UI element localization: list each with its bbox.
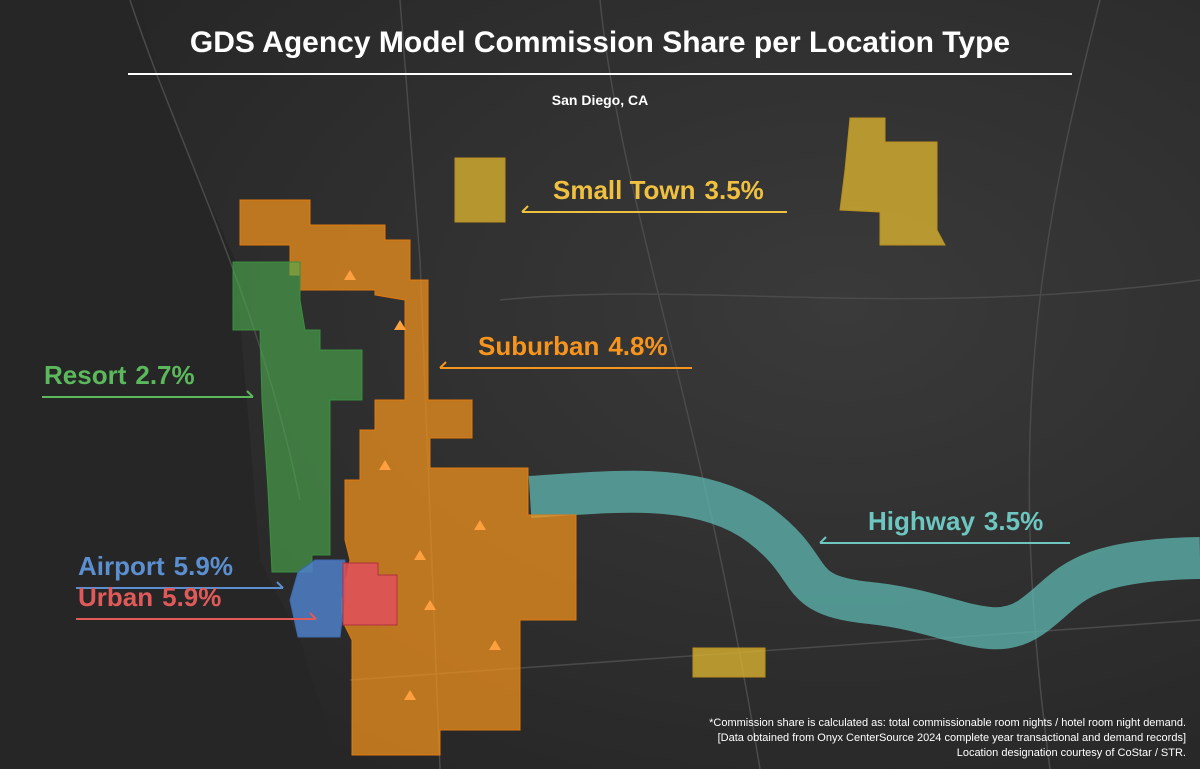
region-label: Urban 5.9% xyxy=(78,582,221,612)
region-name: Airport xyxy=(78,551,165,581)
region-label: Small Town 3.5% xyxy=(553,175,764,205)
region-name: Resort xyxy=(44,360,127,390)
label-arrow xyxy=(309,612,317,620)
suburban-region xyxy=(239,199,577,756)
region-label: Airport 5.9% xyxy=(78,551,233,581)
footnote: Location designation courtesy of CoStar … xyxy=(957,747,1186,759)
region-name: Urban xyxy=(78,582,153,612)
region-label: Resort 2.7% xyxy=(44,360,195,390)
region-label: Highway 3.5% xyxy=(868,506,1043,536)
resort-region xyxy=(232,261,363,573)
footnote: [Data obtained from Onyx CenterSource 20… xyxy=(718,732,1186,744)
ocean xyxy=(0,0,340,769)
label-arrow xyxy=(521,205,529,213)
airport-region xyxy=(289,559,346,638)
footnote: *Commission share is calculated as: tota… xyxy=(709,717,1186,729)
small-town-regions xyxy=(454,117,946,678)
region-name: Small Town xyxy=(553,175,696,205)
region-share: 5.9% xyxy=(174,551,233,581)
region-share: 5.9% xyxy=(162,582,221,612)
label-arrow xyxy=(246,390,254,398)
region-label: Suburban 4.8% xyxy=(478,331,668,361)
urban-region xyxy=(342,562,398,626)
label-arrow xyxy=(439,361,447,369)
region-name: Suburban xyxy=(478,331,599,361)
title: GDS Agency Model Commission Share per Lo… xyxy=(190,26,1010,59)
region-name: Highway xyxy=(868,506,975,536)
label-arrow xyxy=(276,581,284,589)
highway-region xyxy=(528,470,1200,650)
region-share: 3.5% xyxy=(984,506,1043,536)
region-share: 2.7% xyxy=(135,360,194,390)
region-share: 3.5% xyxy=(705,175,764,205)
label-arrow xyxy=(819,536,827,544)
region-share: 4.8% xyxy=(608,331,667,361)
subtitle: San Diego, CA xyxy=(552,92,648,108)
